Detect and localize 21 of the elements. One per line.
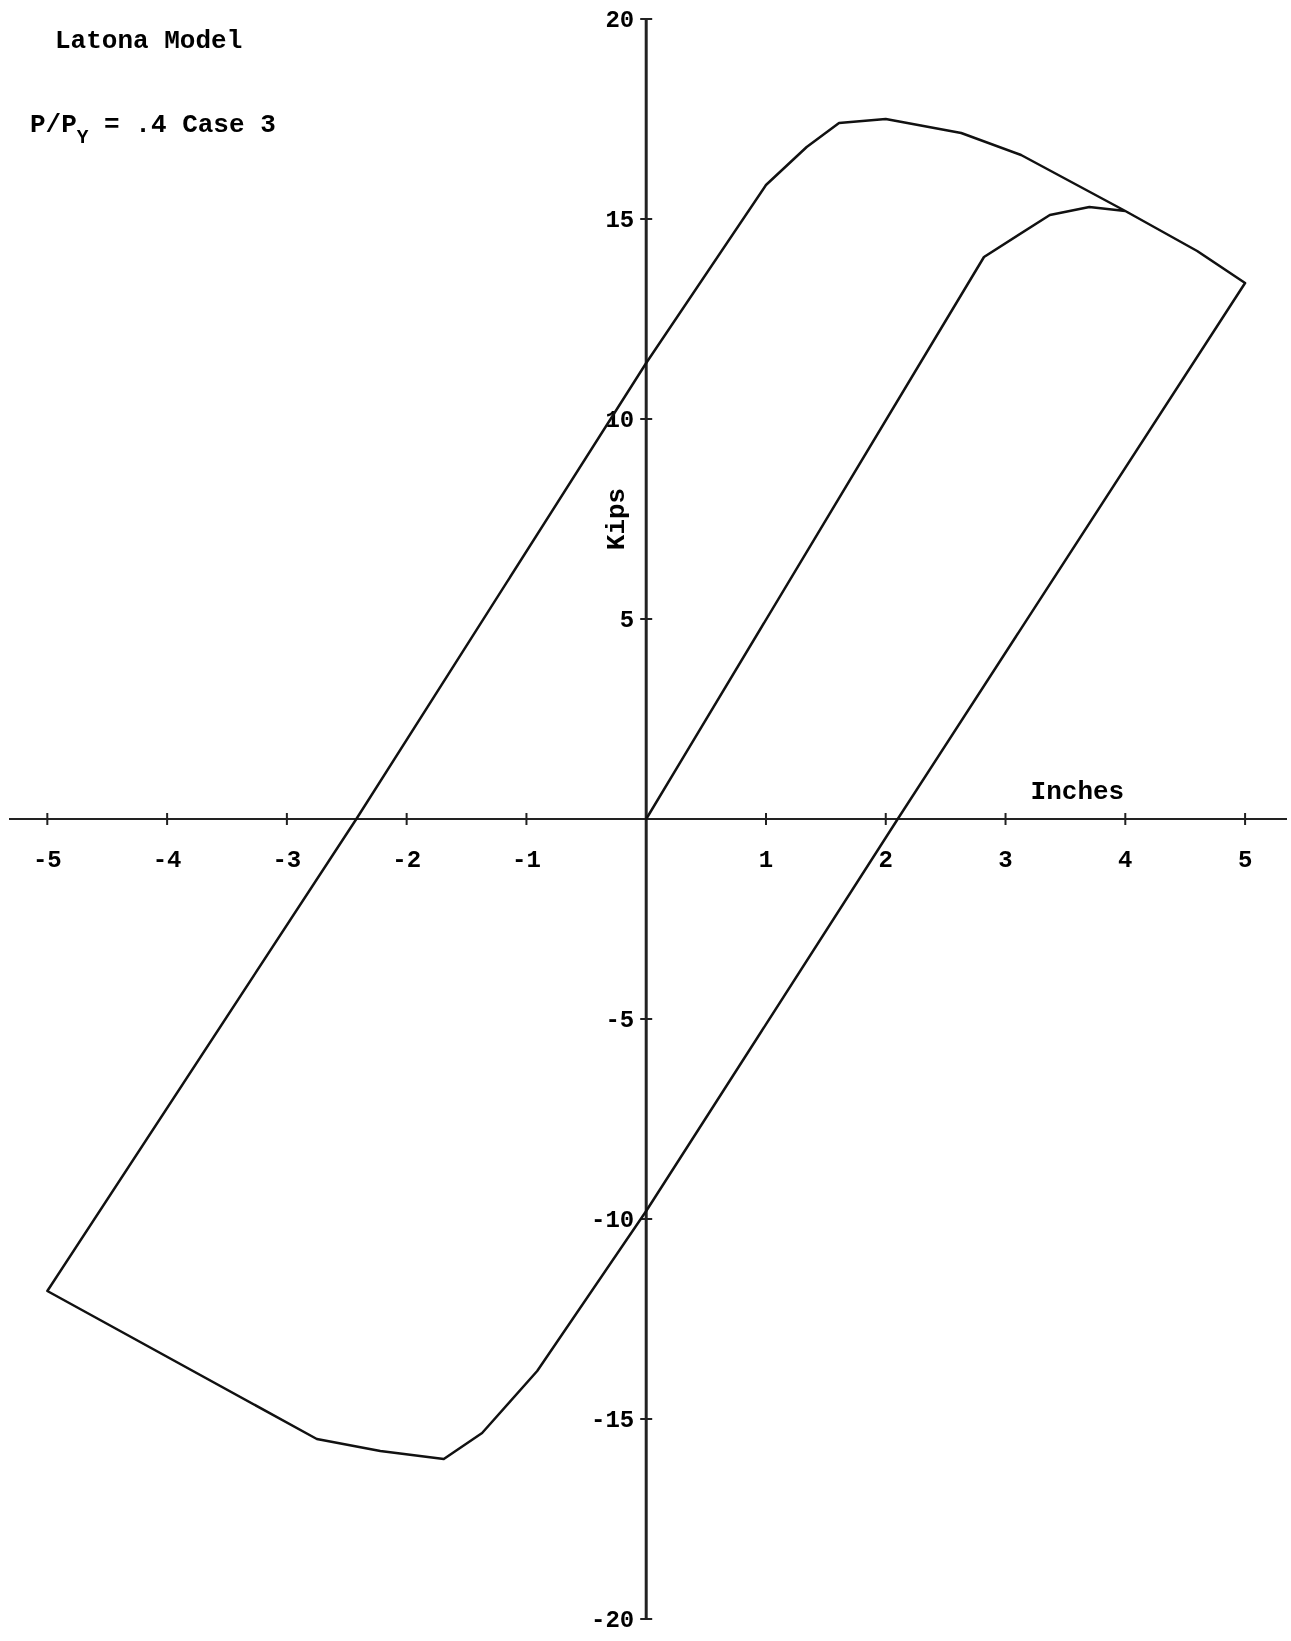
y-tick-label: -20 — [590, 1607, 635, 1634]
chart-title: Latona Model — [55, 26, 243, 56]
y-tick-label: -15 — [590, 1407, 635, 1434]
x-tick-label: -3 — [272, 847, 302, 874]
x-tick-label: -2 — [392, 847, 422, 874]
x-tick-label: 1 — [758, 847, 774, 874]
y-axis-title: Kips — [602, 487, 633, 551]
x-tick-label: 4 — [1118, 847, 1133, 874]
y-tick-label: -5 — [605, 1007, 635, 1034]
x-tick-label: 2 — [878, 847, 893, 874]
x-tick-label: -1 — [512, 847, 541, 874]
x-axis-title: Inches — [1030, 777, 1125, 807]
x-tick-label: 5 — [1237, 847, 1253, 874]
y-tick-label: -10 — [590, 1207, 635, 1234]
y-tick-label: 20 — [605, 7, 635, 34]
x-tick-label: -5 — [32, 847, 62, 874]
y-tick-label: 15 — [605, 207, 635, 234]
x-tick-label: -4 — [152, 847, 182, 874]
y-tick-label: 5 — [619, 607, 635, 634]
x-tick-label: 3 — [998, 847, 1013, 874]
text: P/P$_{Y}$ = .4 Case 3 — [30, 110, 276, 149]
